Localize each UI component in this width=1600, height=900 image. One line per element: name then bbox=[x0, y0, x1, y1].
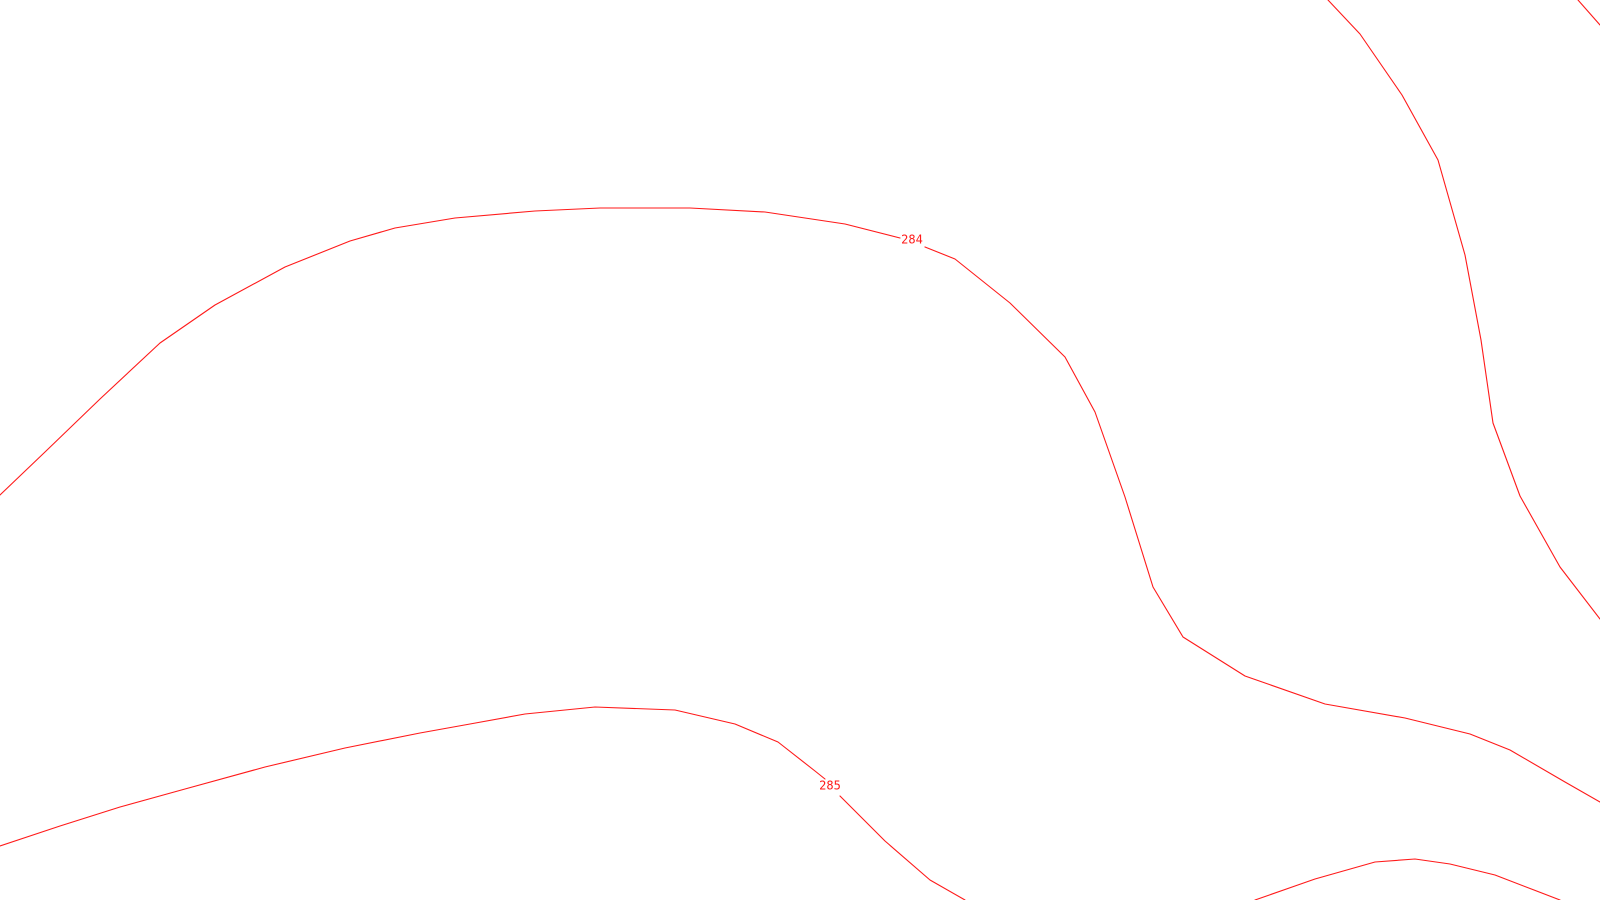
contour-label-284: 284 bbox=[901, 233, 923, 247]
contour-line-upper-right bbox=[1327, 0, 1600, 620]
contour-line-285-continued bbox=[839, 795, 966, 900]
contour-line-lower-right bbox=[1254, 858, 1561, 900]
contour-line-284-continued bbox=[924, 246, 1600, 803]
contour-line-285 bbox=[0, 706, 826, 847]
contour-line-top-right-corner bbox=[1577, 0, 1600, 26]
contour-line-284 bbox=[0, 207, 901, 496]
contour-label-285: 285 bbox=[819, 779, 841, 793]
